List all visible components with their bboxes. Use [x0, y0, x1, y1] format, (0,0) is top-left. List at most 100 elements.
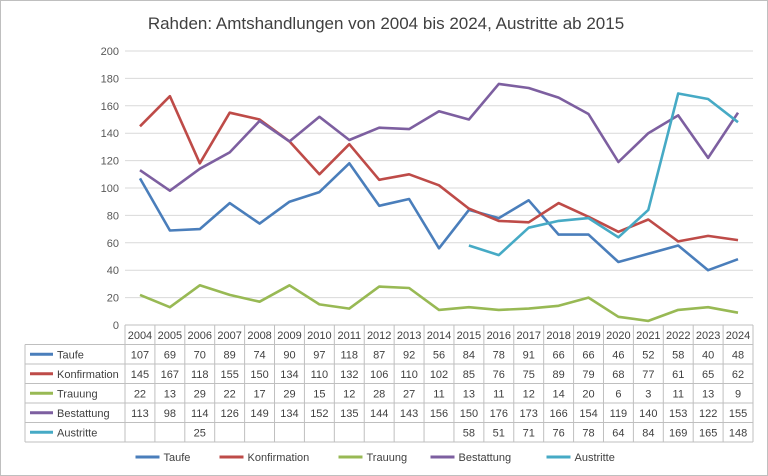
table-cell: 145 — [131, 369, 149, 381]
table-cell: 143 — [400, 408, 418, 420]
y-tick-label: 60 — [107, 238, 119, 250]
table-cell: 106 — [370, 369, 388, 381]
table-cell: 51 — [493, 427, 505, 439]
table-cell: 6 — [615, 388, 621, 400]
table-cell: 102 — [430, 369, 448, 381]
table-cell: 76 — [552, 427, 564, 439]
table-cell: 85 — [463, 369, 475, 381]
y-tick-label: 40 — [107, 265, 119, 277]
table-cell: 58 — [672, 349, 684, 361]
table-cell: 122 — [699, 408, 717, 420]
series-lines — [138, 82, 740, 323]
table-cell: 91 — [523, 349, 535, 361]
table-cell: 92 — [403, 349, 415, 361]
series-line — [139, 82, 740, 192]
category-label: 2007 — [217, 330, 241, 342]
table-cell: 84 — [642, 427, 654, 439]
table-cell: 70 — [194, 349, 206, 361]
y-tick-label: 100 — [101, 183, 119, 195]
series-line — [468, 92, 739, 257]
row-label: Taufe — [57, 349, 84, 361]
table-cell: 22 — [134, 388, 146, 400]
legend: Taufe Konfirmation Trauung Bestattung Austri… — [135, 452, 615, 464]
category-label: 2006 — [188, 330, 212, 342]
legend-label: Bestattung — [459, 452, 512, 464]
table-cell: 11 — [493, 388, 504, 400]
category-label: 2016 — [487, 330, 511, 342]
table-cell: 27 — [403, 388, 415, 400]
table-cell: 118 — [191, 369, 209, 381]
table-cell: 152 — [310, 408, 328, 420]
table-cell: 11 — [433, 388, 444, 400]
table-cell: 75 — [523, 369, 535, 381]
table-cell: 134 — [280, 408, 298, 420]
table-cell: 107 — [131, 349, 149, 361]
table-cell: 48 — [732, 349, 744, 361]
row-label: Konfirmation — [57, 369, 119, 381]
row-label: Bestattung — [57, 408, 110, 420]
table-cell: 61 — [672, 369, 684, 381]
table-cell: 69 — [164, 349, 176, 361]
table-cell: 78 — [582, 427, 594, 439]
table-cell: 78 — [493, 349, 505, 361]
table-cell: 79 — [582, 369, 594, 381]
table-cell: 118 — [341, 349, 359, 361]
category-label: 2005 — [158, 330, 182, 342]
category-label: 2023 — [696, 330, 720, 342]
series-line — [139, 94, 739, 243]
table-cell: 77 — [642, 369, 654, 381]
table-cell: 76 — [493, 369, 505, 381]
category-label: 2015 — [457, 330, 481, 342]
table-cell: 150 — [250, 369, 268, 381]
data-table: 2004 2005 2006 2007 2008 2009 2010 2011 2012 2013… — [24, 324, 754, 443]
table-cell: 68 — [612, 369, 624, 381]
table-cell: 13 — [164, 388, 176, 400]
y-tick-label: 180 — [101, 73, 119, 85]
category-label: 2012 — [367, 330, 391, 342]
table-cell: 71 — [523, 427, 535, 439]
table-cell: 46 — [612, 349, 624, 361]
category-label: 2017 — [516, 330, 540, 342]
table-cell: 154 — [579, 408, 597, 420]
table-cell: 58 — [463, 427, 475, 439]
table-cell: 22 — [224, 388, 236, 400]
y-tick-label: 80 — [107, 210, 119, 222]
table-cell: 66 — [582, 349, 594, 361]
table-cell: 110 — [311, 369, 329, 381]
table-cell: 29 — [283, 388, 295, 400]
table-cell: 89 — [552, 369, 564, 381]
table-cell: 98 — [164, 408, 176, 420]
table-cell: 9 — [735, 388, 741, 400]
table-cell: 74 — [253, 349, 265, 361]
table-cell: 64 — [612, 427, 624, 439]
table-cell: 119 — [610, 408, 628, 420]
table-cell: 150 — [460, 408, 478, 420]
table-cell: 84 — [463, 349, 475, 361]
category-label: 2018 — [546, 330, 570, 342]
category-label: 2004 — [128, 330, 152, 342]
table-cell: 169 — [669, 427, 687, 439]
table-cell: 155 — [729, 408, 747, 420]
table-cell: 173 — [520, 408, 538, 420]
legend-label: Taufe — [164, 452, 191, 464]
category-label: 2008 — [247, 330, 271, 342]
legend-label: Konfirmation — [248, 452, 310, 464]
table-cell: 148 — [729, 427, 747, 439]
table-cell: 56 — [433, 349, 445, 361]
table-cell: 132 — [340, 369, 358, 381]
category-label: 2022 — [666, 330, 690, 342]
table-cell: 135 — [340, 408, 358, 420]
table-cell: 12 — [523, 388, 535, 400]
y-axis: 0 20 40 60 80 100 120 140 160 180 200 — [101, 46, 119, 332]
table-cell: 90 — [283, 349, 295, 361]
table-cell: 87 — [373, 349, 385, 361]
table-cell: 144 — [370, 408, 388, 420]
legend-label: Austritte — [575, 452, 615, 464]
table-cell: 89 — [224, 349, 236, 361]
table-cell: 29 — [194, 388, 206, 400]
y-tick-label: 160 — [101, 101, 119, 113]
category-label: 2014 — [427, 330, 451, 342]
table-cell: 11 — [673, 388, 684, 400]
